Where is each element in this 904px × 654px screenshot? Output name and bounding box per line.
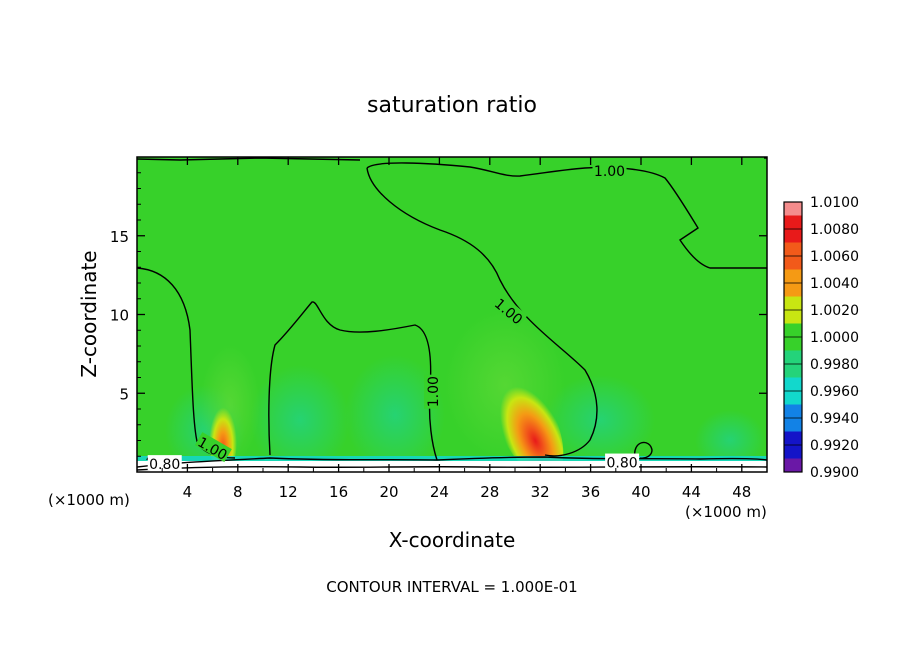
contour-large-region (366, 162, 767, 269)
colorbar-label: 0.9900 (810, 465, 859, 481)
x-tick-label: 12 (279, 483, 298, 501)
contour-loop-small-2 (634, 441, 653, 459)
x-tick-label: 36 (581, 483, 600, 501)
colorbar-swatch (784, 418, 802, 432)
x-tick-label: 44 (682, 483, 701, 501)
contour-label-bg (147, 455, 182, 471)
colorbar-label: 0.9980 (810, 357, 859, 373)
colorbar-swatch (784, 431, 802, 445)
colorbar-label: 1.0000 (810, 330, 859, 346)
x-tick-label: 16 (329, 483, 348, 501)
colorbar-swatch (784, 445, 802, 459)
colorbar-label: 0.9920 (810, 438, 859, 454)
colorbar-label: 0.9960 (810, 384, 859, 400)
x-tick-label: 4 (183, 483, 193, 501)
contour-label-bg (592, 162, 627, 178)
contour-label: 0.80 (607, 456, 638, 472)
plot-area (137, 157, 767, 472)
x-tick-label: 32 (531, 483, 550, 501)
colorbar-label: 1.0020 (810, 303, 859, 319)
x-tick-label: 40 (631, 483, 650, 501)
contour-label-bg (424, 374, 440, 409)
y-tick-label: 10 (110, 307, 129, 325)
plume-teal-5 (695, 410, 765, 470)
contour-left-loop (137, 267, 199, 446)
colorbar-swatch (784, 377, 802, 391)
colorbar-swatch (784, 310, 802, 324)
colorbar-swatch (784, 296, 802, 310)
plume-teal-3 (345, 355, 445, 472)
contour-label: 1.00 (426, 376, 442, 407)
x-tick-label: 28 (480, 483, 499, 501)
hotspot-b (492, 371, 564, 472)
colorbar-label: 1.0040 (810, 276, 859, 292)
x-unit-note-right: (×1000 m) (685, 503, 767, 521)
colorbar-swatch (784, 458, 802, 472)
y-axis-label: Z-coordinate (77, 250, 101, 377)
y-tick-label: 15 (110, 228, 129, 246)
colorbar-swatch (784, 404, 802, 418)
colorbar-swatch (784, 202, 802, 216)
x-tick-label: 20 (379, 483, 398, 501)
plume-teal-2 (250, 365, 350, 472)
plume-teal-4 (545, 375, 655, 465)
contour-top-edge (137, 157, 361, 161)
colorbar-swatch (784, 323, 802, 337)
colorbar-swatch (784, 256, 802, 270)
contour-label-bg (605, 453, 640, 469)
colorbar-label: 1.0100 (810, 195, 859, 211)
contour-left-ground-1 (137, 456, 767, 468)
colorbar-label: 0.9940 (810, 411, 859, 427)
colorbar-swatch (784, 269, 802, 283)
colorbar-swatch (784, 391, 802, 405)
contour-label: 1.00 (594, 164, 625, 180)
x-axis-label: X-coordinate (389, 528, 516, 552)
colorbar-swatch (784, 215, 802, 229)
colorbar-swatch (784, 283, 802, 297)
colorbar-swatch (784, 242, 802, 256)
y-tick-label: 5 (119, 385, 129, 403)
contour-label-bg (194, 432, 232, 463)
x-tick-label: 48 (732, 483, 751, 501)
x-unit-note-left: (×1000 m) (48, 491, 130, 509)
chart-title: saturation ratio (367, 93, 537, 118)
contour-label: 0.80 (149, 457, 180, 473)
colorbar-label: 1.0060 (810, 249, 859, 265)
colorbar-swatch (784, 364, 802, 378)
contour-interval-note: CONTOUR INTERVAL = 1.000E-01 (326, 578, 577, 596)
contour-label-bg (491, 293, 528, 327)
colorbar-swatch (784, 229, 802, 243)
colorbar-swatch (784, 350, 802, 364)
x-tick-label: 24 (430, 483, 449, 501)
colorbar-swatch (784, 337, 802, 351)
x-tick-label: 8 (233, 483, 243, 501)
colorbar-label: 1.0080 (810, 222, 859, 238)
colorbar: 1.0100 1.0080 1.0060 1.0040 1.0020 1.0000 0.99… (783, 195, 859, 481)
